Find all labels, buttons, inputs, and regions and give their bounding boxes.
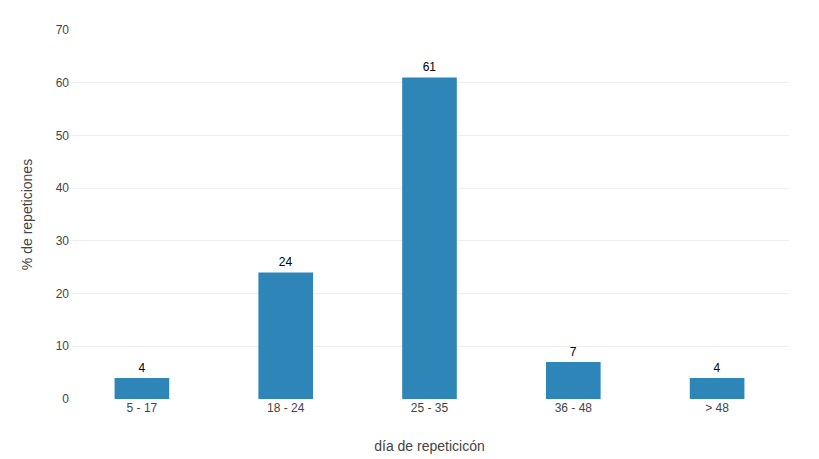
svg-text:40: 40 — [56, 181, 70, 195]
svg-text:50: 50 — [56, 129, 70, 143]
svg-text:4: 4 — [714, 361, 721, 375]
svg-text:% de repeticiones: % de repeticiones — [19, 159, 35, 270]
svg-text:61: 61 — [423, 60, 437, 74]
svg-text:0: 0 — [62, 392, 69, 406]
svg-text:día de repeticicón: día de repeticicón — [374, 438, 485, 454]
svg-text:> 48: > 48 — [705, 401, 729, 415]
svg-text:30: 30 — [56, 234, 70, 248]
svg-text:36 - 48: 36 - 48 — [555, 401, 593, 415]
svg-text:4: 4 — [138, 361, 145, 375]
svg-text:10: 10 — [56, 339, 70, 353]
svg-text:25 - 35: 25 - 35 — [411, 401, 449, 415]
svg-text:7: 7 — [570, 345, 577, 359]
svg-text:20: 20 — [56, 287, 70, 301]
svg-text:60: 60 — [56, 76, 70, 90]
svg-text:24: 24 — [279, 255, 293, 269]
svg-text:5 - 17: 5 - 17 — [127, 401, 158, 415]
svg-text:18 - 24: 18 - 24 — [267, 401, 305, 415]
svg-text:70: 70 — [56, 23, 70, 37]
